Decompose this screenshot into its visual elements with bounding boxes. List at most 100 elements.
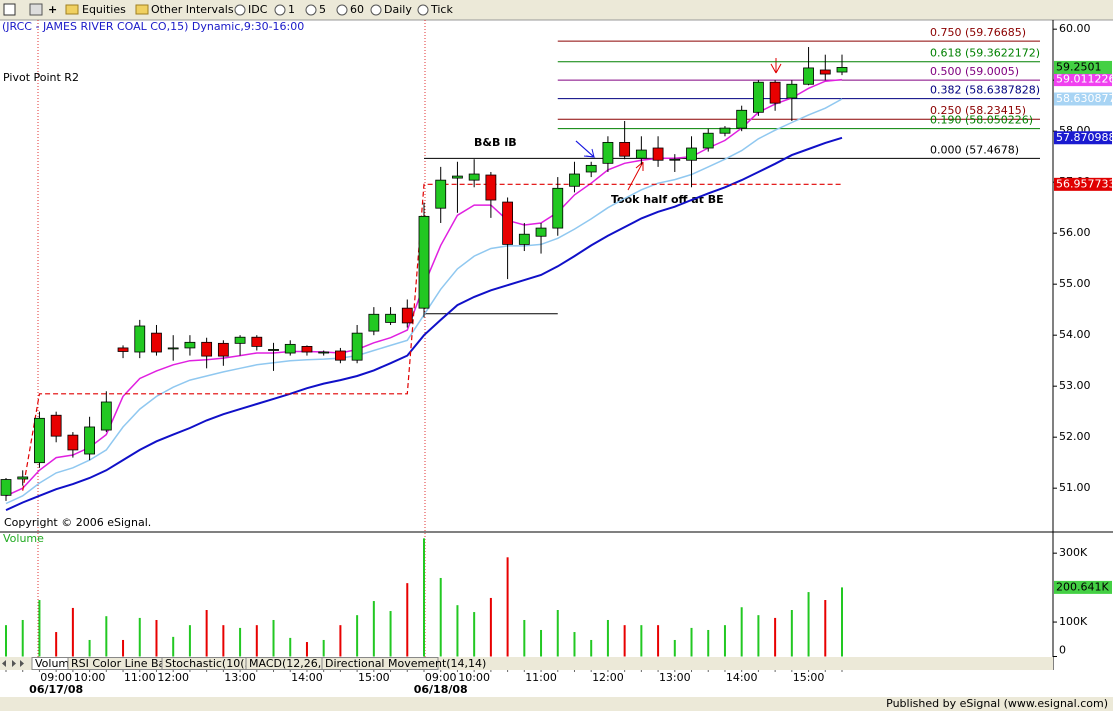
indicator-tab-label[interactable]: Directional Movement(14,14)	[325, 657, 486, 670]
volume-bar	[38, 600, 41, 657]
candle-body	[34, 417, 45, 464]
fib-label: 0.250 (58.23415)	[930, 104, 1026, 117]
candle-body	[17, 476, 29, 480]
volume-bar	[707, 629, 710, 657]
toolbar-icon[interactable]: +	[48, 3, 57, 16]
toolbar-icon[interactable]	[29, 3, 43, 16]
price-marker	[1054, 92, 1112, 106]
price-marker-label: 59.2501	[1056, 60, 1102, 73]
volume-marker	[1054, 580, 1112, 594]
volume-bar	[573, 632, 576, 657]
volume-bar	[239, 627, 242, 657]
candle-body	[301, 345, 313, 353]
toolbar-button[interactable]: IDC	[248, 3, 268, 16]
toolbar-button[interactable]: 60	[350, 3, 364, 16]
volume-bar	[723, 625, 726, 657]
toolbar-button[interactable]: Daily	[384, 3, 412, 16]
y-tick-label: 60.00	[1059, 22, 1091, 35]
toolbar-button[interactable]: 1	[288, 3, 295, 16]
y-tick-label: 53.00	[1059, 379, 1091, 392]
price-marker	[1054, 60, 1112, 74]
indicator-tab-label[interactable]: MACD(12,26,9,C)	[249, 657, 344, 670]
candle-body	[401, 307, 413, 324]
volume-bar	[740, 607, 743, 657]
volume-bar	[757, 615, 760, 657]
candle-body	[669, 158, 681, 161]
candle-body	[50, 414, 62, 437]
x-tick-label: 14:00	[726, 671, 758, 684]
indicator-tab-label[interactable]: Stochastic(10(3),3)	[165, 657, 271, 670]
candle-body	[184, 341, 196, 349]
volume-bar	[322, 639, 325, 657]
volume-bar	[205, 610, 208, 657]
volume-bar	[657, 625, 660, 657]
price-marker-label: 57.8709887	[1056, 131, 1113, 144]
pivot-label: Pivot Point R2	[3, 71, 79, 84]
candle-body	[134, 325, 146, 353]
volume-bar	[339, 625, 342, 657]
volume-bar	[289, 637, 292, 657]
volume-bar	[456, 605, 459, 657]
volume-bar	[841, 587, 843, 657]
volume-bar	[5, 625, 7, 657]
fib-label: 0.000 (57.4678)	[930, 143, 1019, 156]
candle-body	[418, 215, 430, 309]
volume-tick-label: 0	[1059, 644, 1066, 657]
indicator-tab-label[interactable]: Volume	[35, 657, 76, 670]
fib-label: 0.618 (59.3622172)	[930, 47, 1040, 60]
candle-body	[769, 81, 781, 104]
interval-icon	[234, 4, 246, 16]
volume-bar	[356, 615, 359, 657]
candle-body	[351, 332, 363, 361]
volume-bar	[774, 617, 777, 657]
candle-body	[151, 332, 162, 353]
x-tick-label: 11:00	[525, 671, 557, 684]
candle-body	[786, 83, 798, 99]
x-tick-label: 15:00	[793, 671, 825, 684]
candle-body	[535, 227, 547, 237]
volume-bar	[590, 639, 593, 657]
candle-body	[100, 401, 112, 431]
fib-label: 0.750 (59.76685)	[930, 26, 1026, 39]
volume-bar	[272, 619, 275, 657]
indicator-tab[interactable]	[321, 657, 439, 670]
folder-icon	[135, 4, 149, 15]
x-tick-label: 14:00	[291, 671, 323, 684]
x-tick-label: 15:00	[358, 671, 390, 684]
volume-bar	[489, 597, 492, 657]
volume-bar	[606, 619, 609, 657]
volume-bar	[540, 629, 543, 657]
candle-body	[502, 201, 514, 245]
toolbar-icon[interactable]	[3, 3, 16, 16]
indicator-line	[22, 183, 842, 491]
volume-bar	[88, 639, 91, 657]
volume-marker-label: 200.641K	[1056, 580, 1109, 593]
annotation-arrow	[770, 58, 782, 74]
volume-bar	[188, 625, 191, 657]
tab-scroll[interactable]	[2, 660, 24, 667]
annotation-arrow	[575, 140, 595, 158]
annotation: B&B IB	[474, 136, 517, 149]
fib-label: 0.500 (59.0005)	[930, 65, 1019, 78]
x-tick-label: 13:00	[224, 671, 256, 684]
candle-body	[518, 233, 530, 245]
volume-bar	[790, 610, 793, 657]
volume-bar	[172, 636, 175, 657]
candle-body	[268, 349, 279, 351]
candle-body	[719, 127, 731, 134]
toolbar-button[interactable]: Tick	[430, 3, 453, 16]
volume-bar	[506, 557, 509, 657]
toolbar-button[interactable]: Equities	[82, 3, 126, 16]
candle-body	[736, 109, 748, 129]
toolbar-button[interactable]: 5	[319, 3, 326, 16]
fib-label: 0.190 (58.050226)	[930, 114, 1033, 127]
indicator-line	[5, 136, 843, 512]
price-marker-label: 59.0112269	[1056, 73, 1113, 86]
toolbar-button[interactable]: Other Intervals	[151, 3, 234, 16]
date-label: 06/17/08	[29, 683, 83, 696]
interval-icon	[305, 4, 317, 16]
annotation-arrow	[627, 161, 644, 191]
interval-icon	[370, 4, 382, 16]
candle-body	[468, 173, 480, 181]
